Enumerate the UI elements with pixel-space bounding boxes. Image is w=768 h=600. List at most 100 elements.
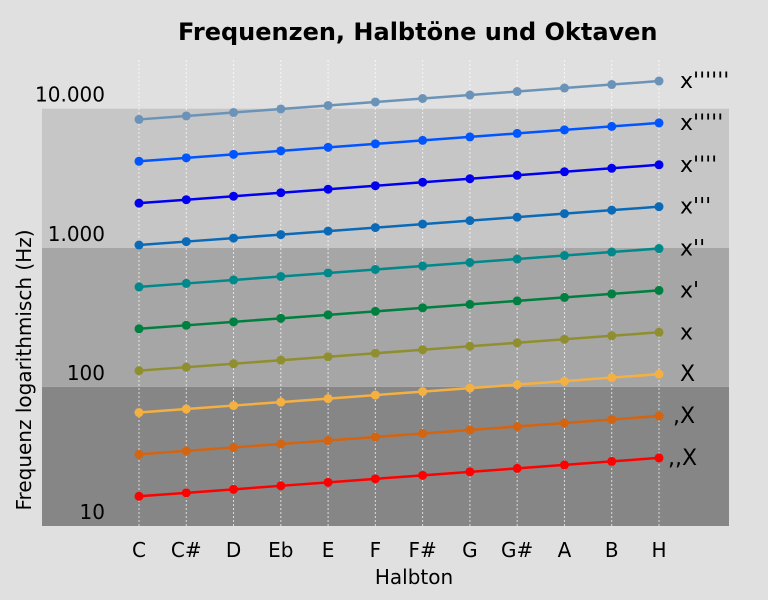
data-point [559, 418, 569, 428]
data-point [607, 415, 617, 425]
data-point [134, 114, 144, 124]
series-label: x'''' [680, 153, 717, 178]
data-point [181, 488, 191, 498]
data-point [229, 317, 239, 327]
y-tick-label: 100 [67, 361, 105, 385]
data-point [370, 348, 380, 358]
data-point [607, 205, 617, 215]
data-point [134, 408, 144, 418]
data-point [512, 422, 522, 432]
data-point [134, 198, 144, 208]
data-point [512, 170, 522, 180]
data-point [465, 258, 475, 268]
data-point [323, 352, 333, 362]
data-point [654, 411, 664, 421]
data-point [465, 174, 475, 184]
x-tick-label: Eb [268, 538, 293, 562]
data-point [134, 282, 144, 292]
data-point [559, 167, 569, 177]
x-tick-label: D [226, 538, 241, 562]
data-point [559, 83, 569, 93]
data-point [276, 188, 286, 198]
data-point [323, 226, 333, 236]
data-point [559, 376, 569, 386]
data-point [654, 453, 664, 463]
data-point [607, 121, 617, 131]
series-label: ,X [673, 404, 695, 429]
data-point [418, 428, 428, 438]
data-point [512, 254, 522, 264]
series-line [134, 202, 664, 250]
data-point [276, 230, 286, 240]
line [138, 121, 660, 163]
data-point [229, 442, 239, 452]
series-line [134, 285, 664, 334]
data-point [370, 97, 380, 107]
series-label: x'''''' [680, 69, 729, 94]
series-lines [134, 76, 664, 501]
data-point [607, 247, 617, 257]
data-point [559, 251, 569, 261]
data-point [181, 111, 191, 121]
data-point [559, 460, 569, 470]
y-tick-label: 10 [80, 500, 105, 524]
series-label: X [680, 362, 695, 387]
y-axis-label: Frequenz logarithmisch (Hz) [12, 229, 36, 511]
data-point [654, 327, 664, 337]
data-point [465, 90, 475, 100]
series-line [134, 411, 664, 459]
data-point [134, 449, 144, 459]
data-point [512, 87, 522, 97]
series-line [134, 244, 664, 292]
data-point [276, 146, 286, 156]
data-point [465, 341, 475, 351]
data-point [654, 76, 664, 86]
data-point [323, 477, 333, 487]
series-line [134, 369, 664, 418]
data-point [276, 481, 286, 491]
data-point [418, 135, 428, 145]
series-line [134, 118, 664, 166]
x-tick-label: E [322, 538, 335, 562]
band [42, 108, 729, 248]
data-point [607, 163, 617, 173]
series-line [134, 160, 664, 208]
data-point [559, 209, 569, 219]
data-point [654, 160, 664, 170]
data-point [323, 310, 333, 320]
data-point [323, 435, 333, 445]
data-point [418, 470, 428, 480]
data-point [512, 212, 522, 222]
data-point [181, 237, 191, 247]
data-point [276, 313, 286, 323]
x-tick-label: F [370, 538, 382, 562]
x-tick-label: C# [171, 538, 202, 562]
line [138, 414, 660, 456]
data-point [607, 373, 617, 383]
line [138, 247, 660, 289]
data-point [229, 484, 239, 494]
data-point [465, 425, 475, 435]
series-line [134, 453, 664, 501]
data-point [134, 156, 144, 166]
data-point [323, 394, 333, 404]
data-point [370, 306, 380, 316]
data-point [134, 366, 144, 376]
data-point [134, 491, 144, 501]
data-point [229, 107, 239, 117]
data-point [229, 275, 239, 285]
data-point [559, 292, 569, 302]
series-label: x''''' [680, 111, 723, 136]
x-axis-label: Halbton [374, 565, 454, 589]
data-point [418, 261, 428, 271]
line [138, 79, 660, 121]
line [138, 456, 660, 498]
series-label: x' [680, 278, 699, 303]
data-point [418, 219, 428, 229]
data-point [654, 285, 664, 295]
data-point [465, 467, 475, 477]
data-point [276, 271, 286, 281]
y-tick-label: 1.000 [48, 222, 105, 246]
data-point [370, 474, 380, 484]
data-point [181, 278, 191, 288]
